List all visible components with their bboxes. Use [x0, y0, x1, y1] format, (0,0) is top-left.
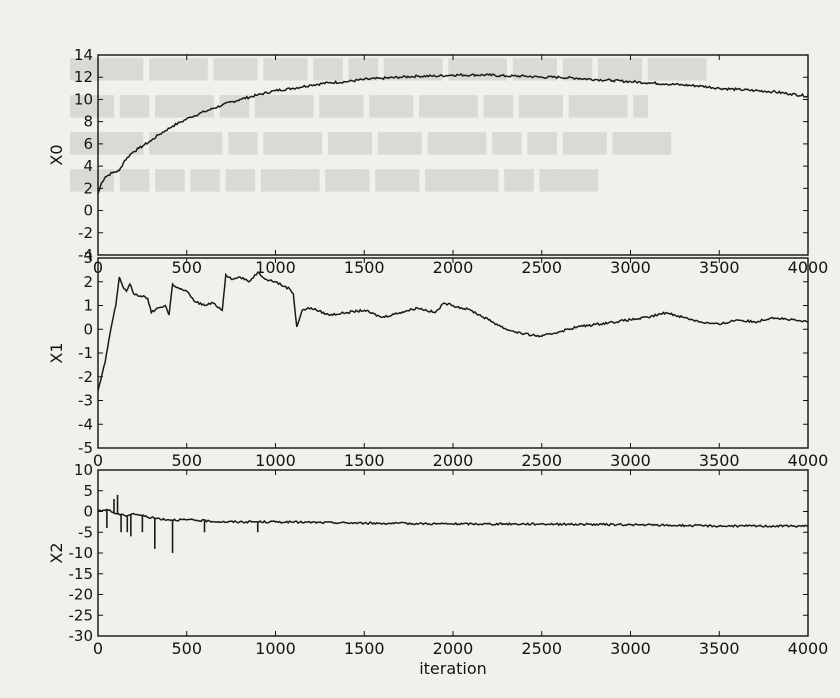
y-axis-label: X2 — [47, 542, 66, 563]
y-tick-label: 10 — [74, 461, 93, 479]
y-tick-label: 2 — [83, 273, 93, 291]
x-tick-label: 500 — [171, 639, 202, 658]
y-tick-label: -30 — [69, 627, 94, 645]
y-tick-label: -5 — [78, 523, 93, 541]
y-tick-label: -2 — [78, 368, 93, 386]
y-tick-label: -15 — [69, 565, 94, 583]
x-tick-label: 3500 — [699, 639, 740, 658]
x-tick-label: 0 — [93, 639, 103, 658]
x-tick-label: 1000 — [255, 639, 296, 658]
y-tick-label: -5 — [78, 439, 93, 457]
y-tick-label: 3 — [83, 249, 93, 267]
plot-frame — [97, 469, 809, 637]
x-tick-label: 3500 — [699, 451, 740, 470]
y-tick-label: -25 — [69, 606, 94, 624]
x-tick-label: 4000 — [788, 639, 829, 658]
y-tick-label: 5 — [83, 482, 93, 500]
x-tick-label: 2500 — [521, 451, 562, 470]
y-axis-label: X0 — [47, 144, 66, 165]
x-tick-label: 500 — [171, 451, 202, 470]
y-tick-label: -4 — [78, 246, 93, 264]
x-tick-label: 1000 — [255, 451, 296, 470]
y-tick-label: 10 — [74, 90, 93, 108]
y-tick-label: -20 — [69, 586, 94, 604]
y-tick-label: 0 — [83, 320, 93, 338]
y-tick-label: -10 — [69, 544, 94, 562]
y-tick-label: -1 — [78, 344, 93, 362]
x-tick-label: 1000 — [255, 258, 296, 277]
y-tick-label: 14 — [74, 46, 93, 64]
y-tick-label: -4 — [78, 415, 93, 433]
x-tick-label: 3000 — [610, 639, 651, 658]
y-axis-label: X1 — [47, 342, 66, 363]
y-tick-label: -3 — [78, 392, 93, 410]
x-axis-label: iteration — [419, 659, 487, 678]
y-tick-label: 1 — [83, 297, 93, 315]
series-line — [97, 508, 809, 529]
y-tick-label: 8 — [83, 113, 93, 131]
panel-x2: 0 500 1000 1500 2000 2500 3000 3500 4000 -30 -25 -2… — [47, 461, 828, 678]
plot-frame — [97, 54, 809, 256]
x-tick-label: 3000 — [610, 451, 651, 470]
y-tick-label: -2 — [78, 224, 93, 242]
x-tick-label: 2000 — [433, 451, 474, 470]
y-tick-label: 6 — [83, 135, 93, 153]
x-tick-label: 2500 — [521, 639, 562, 658]
x-tick-label: 3500 — [699, 258, 740, 277]
x-tick-label: 2000 — [433, 639, 474, 658]
y-tick-label: 0 — [83, 503, 93, 521]
panel-x0: 0 500 1000 1500 2000 2500 3000 3500 4000-4-20246… — [47, 46, 828, 277]
x-tick-label: 1500 — [344, 258, 385, 277]
plot-frame — [97, 257, 809, 449]
x-tick-label: 4000 — [788, 451, 829, 470]
x-tick-label: 2000 — [433, 258, 474, 277]
x-tick-label: 2500 — [521, 258, 562, 277]
y-tick-label: 2 — [83, 179, 93, 197]
y-tick-label: 4 — [83, 157, 93, 175]
y-tick-label: 12 — [74, 68, 93, 86]
series-line — [97, 72, 809, 195]
x-tick-label: 1500 — [344, 639, 385, 658]
y-tick-label: 0 — [83, 202, 93, 220]
x-tick-label: 500 — [171, 258, 202, 277]
x-tick-label: 0 — [93, 451, 103, 470]
series-line — [97, 271, 809, 392]
x-tick-label: 3000 — [610, 258, 651, 277]
panel-x1: 0 500 1000 1500 2000 2500 3000 3500 4000-5-4-3-2… — [47, 249, 828, 470]
x-tick-label: 1500 — [344, 451, 385, 470]
